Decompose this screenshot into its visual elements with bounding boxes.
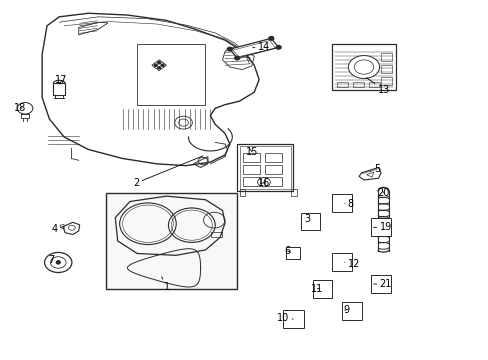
Bar — [105, 193, 237, 289]
Text: 10: 10 — [277, 313, 293, 323]
Circle shape — [44, 252, 72, 273]
Circle shape — [158, 62, 160, 64]
Bar — [341, 302, 361, 320]
Text: 9: 9 — [342, 305, 348, 315]
Text: 20: 20 — [376, 188, 389, 198]
Bar — [243, 153, 259, 162]
Bar — [265, 177, 282, 186]
Text: 5: 5 — [369, 163, 379, 174]
Bar — [312, 280, 331, 298]
Bar — [286, 247, 300, 259]
Text: 2: 2 — [133, 156, 203, 188]
Text: 4: 4 — [52, 225, 63, 234]
Polygon shape — [229, 39, 278, 58]
Text: 13: 13 — [366, 77, 389, 95]
Circle shape — [17, 103, 33, 114]
Bar — [380, 53, 391, 61]
Bar — [290, 189, 296, 196]
Circle shape — [161, 64, 163, 66]
Text: 3: 3 — [301, 214, 309, 224]
Bar — [237, 144, 293, 191]
Bar — [243, 177, 259, 186]
Bar — [380, 77, 391, 85]
Bar — [21, 114, 29, 118]
Circle shape — [227, 47, 232, 51]
Text: 6: 6 — [284, 246, 290, 256]
Bar — [331, 194, 351, 212]
Bar — [370, 219, 390, 236]
Text: 1: 1 — [161, 277, 170, 292]
Circle shape — [276, 45, 281, 49]
Circle shape — [158, 67, 160, 69]
Bar — [301, 213, 319, 230]
Bar — [239, 189, 245, 196]
Bar — [243, 165, 259, 174]
Bar — [352, 82, 363, 87]
Text: 19: 19 — [373, 222, 391, 232]
Bar — [370, 275, 390, 293]
Bar — [265, 165, 282, 174]
Text: 17: 17 — [55, 75, 67, 85]
Text: 18: 18 — [14, 103, 26, 113]
Bar — [265, 153, 282, 162]
Circle shape — [154, 64, 157, 66]
Circle shape — [56, 261, 60, 264]
Bar — [331, 253, 351, 271]
Circle shape — [268, 37, 273, 40]
Bar — [137, 44, 205, 105]
Bar — [283, 310, 303, 328]
Circle shape — [347, 55, 379, 78]
Bar — [380, 65, 391, 73]
Bar — [53, 83, 65, 95]
Bar — [331, 44, 395, 90]
Bar — [211, 232, 222, 237]
Bar — [368, 82, 379, 87]
Bar — [336, 82, 347, 87]
Text: 12: 12 — [344, 258, 360, 269]
Text: 7: 7 — [48, 255, 59, 265]
Text: 21: 21 — [373, 279, 391, 289]
Text: 8: 8 — [344, 199, 353, 210]
Text: 11: 11 — [311, 284, 323, 294]
Text: 14: 14 — [252, 42, 269, 51]
Bar — [239, 146, 290, 189]
Text: 16: 16 — [257, 178, 269, 188]
Text: 15: 15 — [245, 147, 258, 157]
Circle shape — [234, 56, 239, 60]
